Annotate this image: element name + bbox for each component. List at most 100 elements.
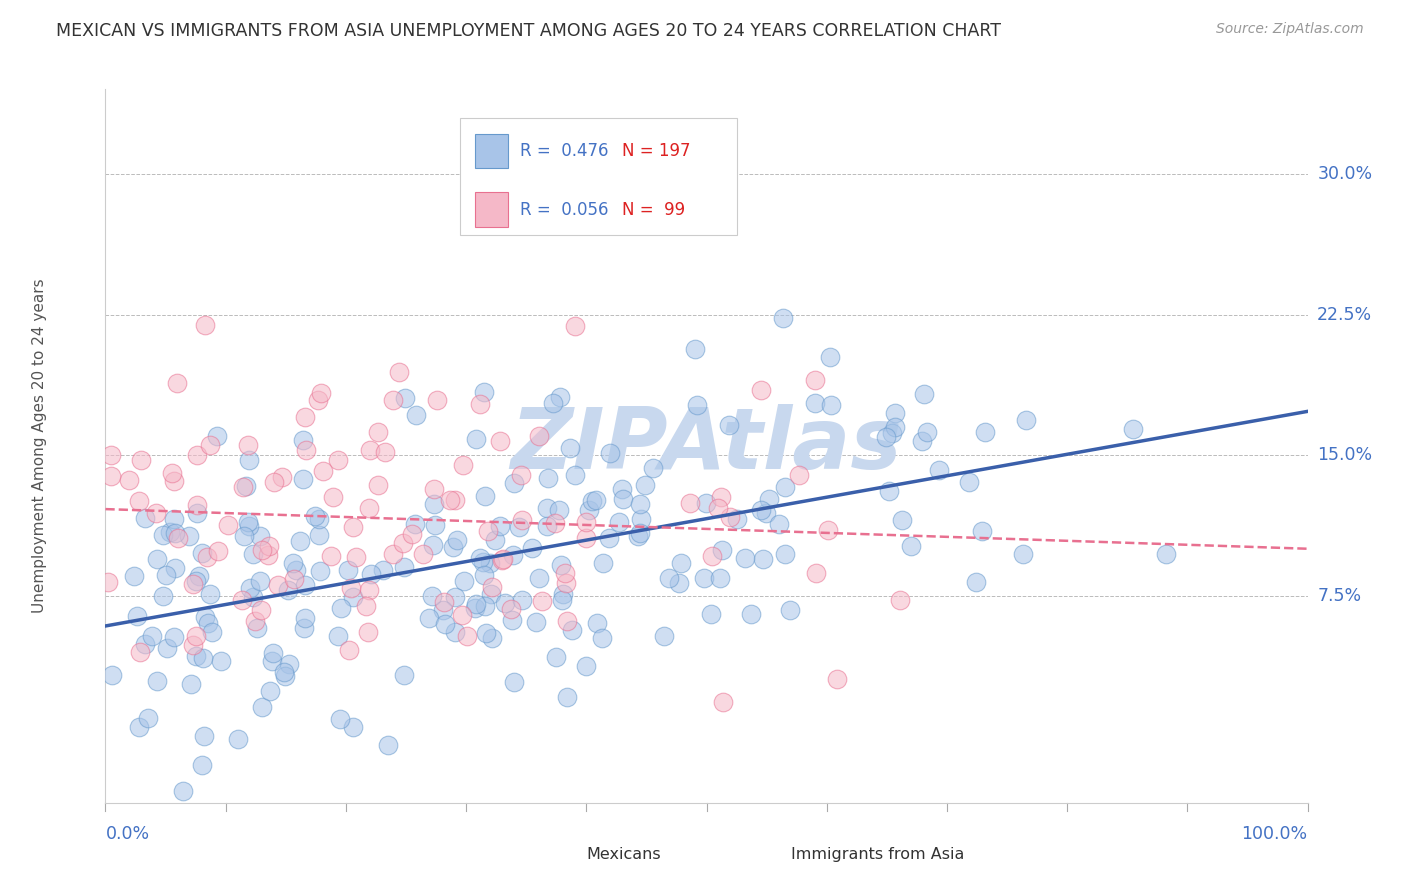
Point bbox=[357, 624, 380, 639]
Point bbox=[734, 551, 756, 566]
Point bbox=[354, 599, 377, 614]
Point bbox=[141, 629, 163, 643]
Point bbox=[965, 574, 987, 589]
Point bbox=[152, 528, 174, 542]
Text: Immigrants from Asia: Immigrants from Asia bbox=[790, 847, 965, 862]
Point bbox=[205, 428, 228, 442]
Point bbox=[536, 519, 558, 533]
Point bbox=[122, 569, 145, 583]
Point bbox=[311, 464, 333, 478]
Point bbox=[159, 524, 181, 539]
Point bbox=[392, 668, 415, 682]
Point bbox=[266, 578, 288, 592]
Point bbox=[465, 433, 488, 447]
Point bbox=[501, 613, 523, 627]
Point bbox=[152, 590, 174, 604]
Point bbox=[291, 434, 314, 448]
Point bbox=[191, 546, 214, 560]
Point bbox=[366, 425, 388, 439]
Point bbox=[499, 601, 522, 615]
Point bbox=[360, 566, 382, 581]
Point bbox=[512, 512, 534, 526]
Point bbox=[412, 547, 434, 561]
Point bbox=[880, 426, 903, 441]
Point bbox=[884, 420, 907, 434]
Point bbox=[804, 566, 827, 580]
Point bbox=[529, 428, 551, 442]
Point bbox=[749, 503, 772, 517]
Point bbox=[555, 575, 578, 590]
Point bbox=[337, 563, 360, 577]
Point bbox=[607, 515, 630, 529]
Point bbox=[308, 511, 330, 525]
FancyBboxPatch shape bbox=[474, 193, 508, 227]
Point bbox=[446, 533, 468, 548]
Point bbox=[357, 501, 380, 516]
Point bbox=[503, 675, 526, 690]
Point bbox=[423, 517, 446, 532]
Point bbox=[186, 506, 208, 520]
Point bbox=[957, 475, 980, 490]
Point bbox=[575, 659, 598, 673]
Point bbox=[551, 593, 574, 607]
Text: 15.0%: 15.0% bbox=[1317, 446, 1372, 465]
Point bbox=[238, 438, 260, 452]
Point bbox=[307, 393, 329, 408]
Point bbox=[283, 572, 305, 586]
Point bbox=[329, 600, 352, 615]
Point bbox=[134, 510, 156, 524]
Point bbox=[235, 479, 257, 493]
Point bbox=[787, 467, 810, 482]
Point bbox=[492, 551, 515, 566]
Point bbox=[768, 516, 790, 531]
Point bbox=[575, 531, 598, 545]
Point bbox=[803, 373, 825, 387]
Text: R =  0.056: R = 0.056 bbox=[520, 201, 609, 219]
Text: 22.5%: 22.5% bbox=[1317, 306, 1372, 324]
Point bbox=[478, 557, 501, 571]
Text: 7.5%: 7.5% bbox=[1317, 587, 1361, 606]
Point bbox=[879, 483, 901, 498]
Point bbox=[163, 474, 186, 488]
Point bbox=[145, 674, 167, 689]
Point bbox=[634, 478, 657, 492]
Point bbox=[238, 453, 260, 467]
Point bbox=[329, 712, 352, 726]
Point bbox=[418, 611, 440, 625]
Point bbox=[197, 549, 219, 564]
Point bbox=[749, 384, 772, 398]
Point bbox=[494, 596, 516, 610]
Point bbox=[628, 526, 651, 541]
Point bbox=[509, 467, 531, 482]
Point bbox=[531, 593, 554, 607]
Point bbox=[128, 494, 150, 508]
Point bbox=[200, 587, 222, 601]
Point bbox=[758, 492, 780, 507]
Point bbox=[394, 559, 416, 574]
Point bbox=[524, 615, 547, 629]
Point bbox=[128, 720, 150, 734]
Text: Source: ZipAtlas.com: Source: ZipAtlas.com bbox=[1216, 22, 1364, 37]
Point bbox=[339, 643, 361, 657]
Text: N = 197: N = 197 bbox=[623, 142, 690, 160]
Point bbox=[464, 601, 486, 615]
Point bbox=[711, 695, 734, 709]
Point bbox=[186, 448, 208, 462]
Point bbox=[883, 406, 905, 420]
Point bbox=[610, 482, 633, 496]
Point bbox=[382, 547, 405, 561]
Point bbox=[444, 492, 467, 507]
Point bbox=[915, 425, 938, 439]
Point bbox=[394, 391, 416, 405]
Point bbox=[706, 501, 728, 516]
Point bbox=[250, 700, 273, 714]
Point bbox=[586, 615, 609, 630]
Point bbox=[775, 547, 797, 561]
Point bbox=[700, 607, 723, 621]
Point bbox=[754, 506, 776, 520]
Point bbox=[308, 527, 330, 541]
Point bbox=[342, 720, 364, 734]
Point bbox=[551, 587, 574, 601]
Point bbox=[441, 541, 464, 555]
Point bbox=[294, 443, 316, 458]
